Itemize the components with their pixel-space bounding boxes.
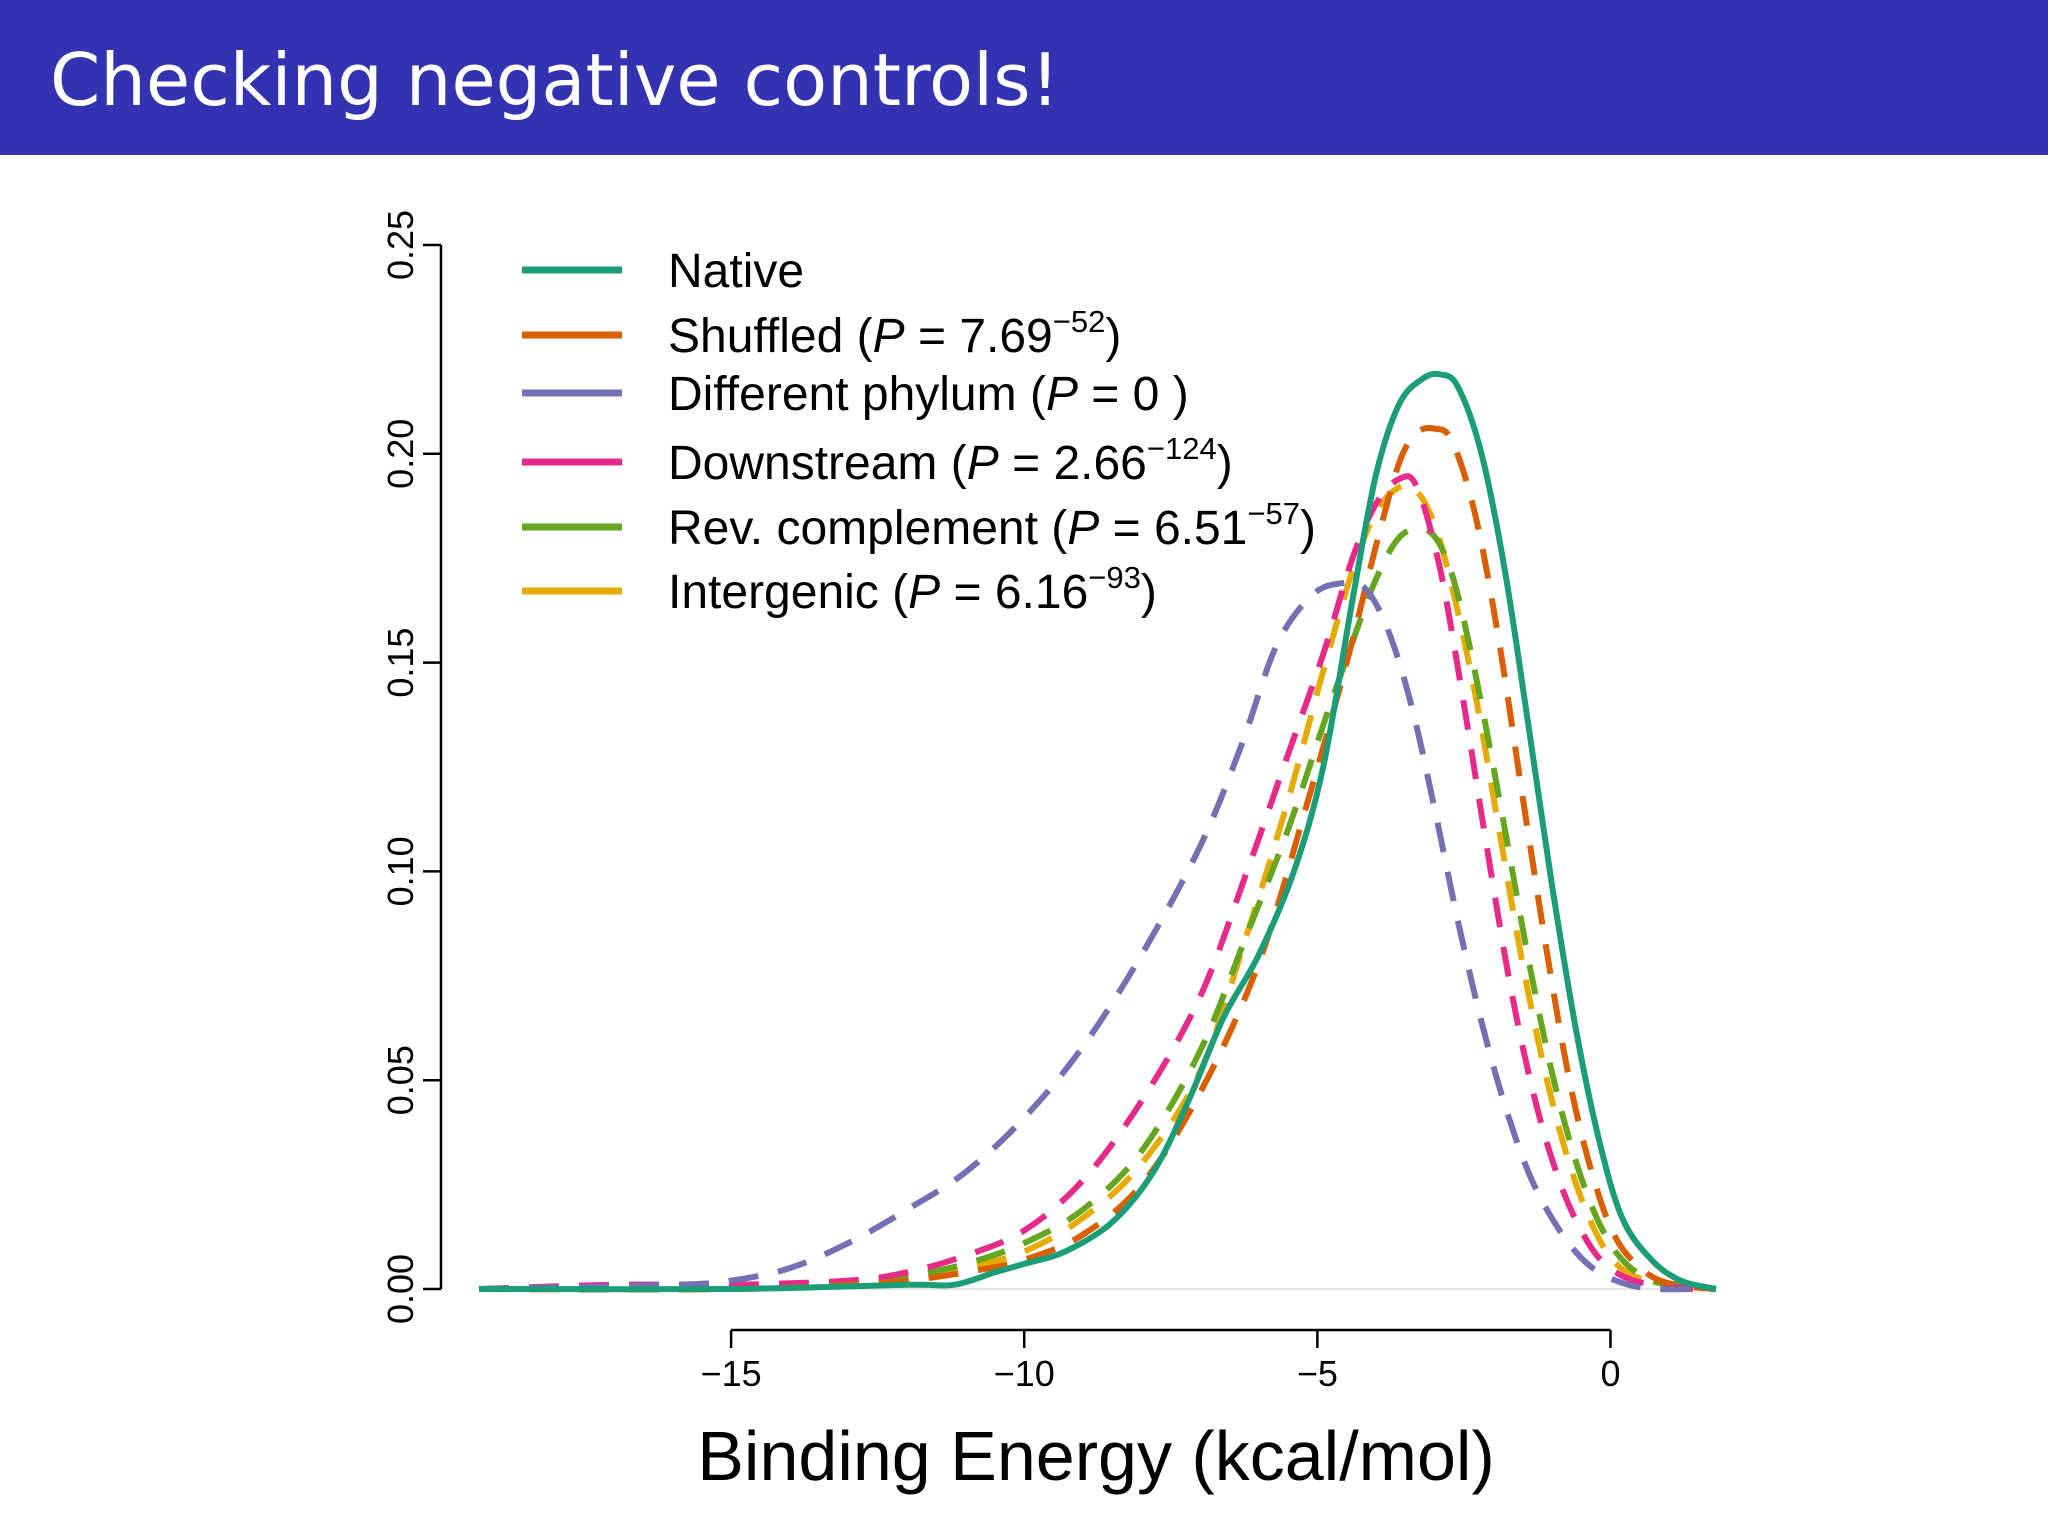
legend-p-value: = 2.66: [999, 437, 1147, 490]
legend-p-value: = 6.51: [1099, 502, 1247, 555]
legend-label-text: Downstream (: [668, 437, 967, 490]
y-tick-label: 0.10: [380, 836, 421, 906]
legend-label: Shuffled (P = 7.69−52): [668, 304, 1121, 363]
legend-label-text: Shuffled (: [668, 310, 873, 363]
legend-p-symbol: P: [1067, 502, 1099, 555]
y-tick-label: 0.20: [380, 419, 421, 489]
slide-title: Checking negative controls!: [50, 38, 1060, 122]
legend-p-exponent: −124: [1147, 431, 1217, 466]
y-tick-label: 0.00: [380, 1254, 421, 1324]
legend-label-text: Native: [668, 245, 804, 298]
legend-label-close: ): [1159, 368, 1188, 421]
legend-label-text: Intergenic (: [668, 566, 908, 619]
legend-label-text: Rev. complement (: [668, 502, 1067, 555]
legend-label-close: ): [1217, 437, 1233, 490]
legend-label: Rev. complement (P = 6.51−57): [668, 496, 1316, 555]
series-line-3: [478, 473, 1717, 1293]
legend-label: Intergenic (P = 6.16−93): [668, 560, 1157, 619]
y-tick-label: 0.25: [380, 210, 421, 280]
legend-label-close: ): [1300, 502, 1316, 555]
x-tick-label: 0: [1600, 1353, 1620, 1394]
legend-label: Different phylum (P = 0 ): [668, 368, 1189, 421]
series-line-4: [478, 525, 1717, 1293]
legend-p-value: = 0: [1078, 368, 1159, 421]
series-line-5: [478, 482, 1717, 1293]
legend-label: Native: [668, 245, 804, 298]
legend-p-exponent: −52: [1053, 304, 1106, 339]
legend-p-value: = 6.16: [940, 566, 1088, 619]
legend-p-exponent: −93: [1088, 560, 1141, 595]
x-tick-label: −5: [1297, 1353, 1338, 1394]
legend-p-exponent: −57: [1247, 496, 1300, 531]
legend-p-symbol: P: [873, 310, 905, 363]
y-tick-label: 0.15: [380, 628, 421, 698]
x-tick-label: −10: [994, 1353, 1055, 1394]
slide-title-bar: Checking negative controls!: [0, 0, 2048, 155]
series-line-1: [478, 425, 1717, 1293]
x-axis-label: Binding Energy (kcal/mol): [697, 1417, 1495, 1495]
chart-curves: [478, 370, 1717, 1293]
legend-label-close: ): [1105, 310, 1121, 363]
legend-label: Downstream (P = 2.66−124): [668, 431, 1233, 490]
legend-p-symbol: P: [967, 437, 999, 490]
y-tick-label: 0.05: [380, 1045, 421, 1115]
legend-p-value: = 7.69: [905, 310, 1053, 363]
legend-label-text: Different phylum (: [668, 368, 1046, 421]
legend-p-symbol: P: [1046, 368, 1078, 421]
series-line-2: [478, 578, 1716, 1293]
x-tick-label: −15: [701, 1353, 762, 1394]
series-line-0: [478, 370, 1717, 1293]
legend-p-symbol: P: [908, 566, 940, 619]
legend-label-close: ): [1141, 566, 1157, 619]
